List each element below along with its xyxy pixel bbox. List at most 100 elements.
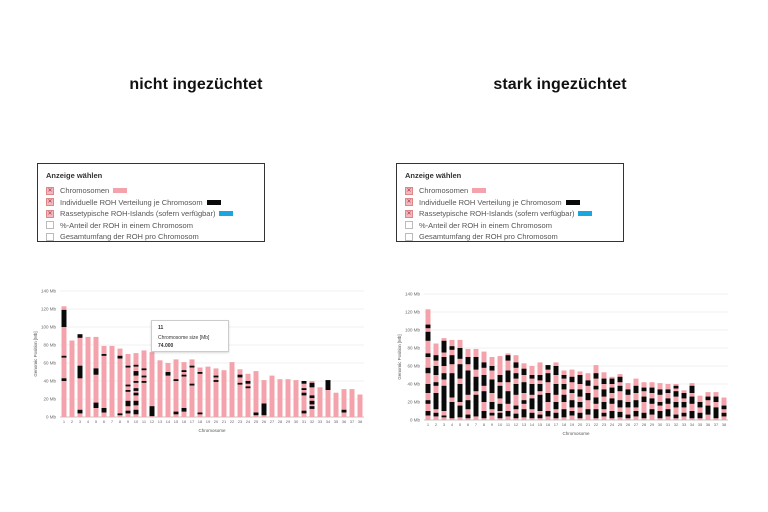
display-option[interactable]: ✕ Individuelle ROH Verteilung je Chromoso… <box>405 197 615 209</box>
roh-segment <box>681 393 687 399</box>
x-tick-label: 23 <box>238 419 243 424</box>
x-tick-label: 6 <box>103 419 106 424</box>
display-option[interactable]: ✕ Individuelle ROH Verteilung je Chromoso… <box>46 197 256 209</box>
display-options: ✕ Chromosomen ✕ Individuelle ROH Verteilung… <box>405 185 615 243</box>
roh-segment <box>697 402 703 408</box>
x-tick-label: 37 <box>714 422 719 427</box>
roh-segment <box>585 380 591 386</box>
x-tick-label: 4 <box>87 419 90 424</box>
y-tick-label: 60 Mb <box>407 364 420 369</box>
roh-segment <box>309 400 315 405</box>
display-option[interactable]: %-Anteil der ROH in einem Chromosom <box>405 220 615 232</box>
roh-segment <box>425 367 431 374</box>
roh-segment <box>505 370 511 383</box>
x-tick-label: 16 <box>546 422 551 427</box>
roh-segment <box>697 412 703 419</box>
roh-segment <box>449 355 455 365</box>
tooltip-value: 74.000 <box>158 343 174 349</box>
roh-segment <box>657 402 663 406</box>
chromosome-bar <box>293 380 299 417</box>
checkbox-checked-icon[interactable]: ✕ <box>46 198 54 207</box>
roh-segment <box>665 389 671 393</box>
roh-segment <box>577 402 583 408</box>
chromosome-bar <box>341 389 347 417</box>
roh-segment <box>125 410 131 414</box>
roh-segment <box>657 389 663 395</box>
x-tick-label: 32 <box>674 422 679 427</box>
x-tick-label: 38 <box>358 419 363 424</box>
roh-segment <box>245 381 251 384</box>
chromosome-bar <box>333 392 339 417</box>
x-tick-label: 22 <box>230 419 235 424</box>
roh-segment <box>481 391 487 402</box>
x-tick-label: 7 <box>111 419 114 424</box>
x-tick-label: 26 <box>626 422 631 427</box>
display-option[interactable]: ✕ Rassetypische ROH-Islands (sofern verfü… <box>46 208 256 220</box>
checkbox-checked-icon[interactable]: ✕ <box>46 186 54 195</box>
display-option[interactable]: Gesamtumfang der ROH pro Chromosom <box>46 231 256 243</box>
roh-segment <box>61 378 67 381</box>
roh-segment <box>425 331 431 341</box>
roh-segment <box>721 412 727 417</box>
checkbox-empty-icon[interactable] <box>405 221 413 230</box>
checkbox-empty-icon[interactable] <box>46 221 54 230</box>
checkbox-empty-icon[interactable] <box>46 232 54 241</box>
display-option[interactable]: ✕ Rassetypische ROH-Islands (sofern verfü… <box>405 208 615 220</box>
x-tick-label: 8 <box>483 422 486 427</box>
x-tick-label: 17 <box>190 419 195 424</box>
roh-segment <box>585 393 591 401</box>
checkbox-checked-icon[interactable]: ✕ <box>46 209 54 218</box>
x-tick-label: 19 <box>570 422 575 427</box>
roh-segment <box>641 396 647 402</box>
chromosome-bar <box>197 367 203 417</box>
x-tick-label: 22 <box>594 422 599 427</box>
legend-swatch <box>565 199 580 205</box>
roh-segment <box>497 403 503 411</box>
x-tick-label: 21 <box>586 422 591 427</box>
x-tick-label: 1 <box>63 419 66 424</box>
roh-segment <box>617 400 623 408</box>
chromosome-bar <box>349 389 355 417</box>
display-option[interactable]: ✕ Chromosomen <box>405 185 615 197</box>
roh-segment <box>513 405 519 410</box>
x-tick-label: 5 <box>459 422 462 427</box>
display-option[interactable]: Gesamtumfang der ROH pro Chromosom <box>405 231 615 243</box>
chromosome-bar <box>109 345 115 417</box>
roh-segment <box>545 411 551 417</box>
display-selection-title: Anzeige wählen <box>405 171 462 180</box>
roh-segment <box>553 402 559 410</box>
x-tick-label: 34 <box>690 422 695 427</box>
checkbox-checked-icon[interactable]: ✕ <box>405 209 413 218</box>
x-tick-label: 38 <box>722 422 727 427</box>
chromosome-bar <box>545 365 551 420</box>
roh-segment <box>673 402 679 408</box>
roh-segment <box>441 340 447 353</box>
checkbox-checked-icon[interactable]: ✕ <box>405 198 413 207</box>
roh-segment <box>633 385 639 393</box>
x-tick-label: 36 <box>342 419 347 424</box>
x-tick-label: 3 <box>443 422 446 427</box>
roh-segment <box>133 392 139 396</box>
x-tick-label: 31 <box>302 419 307 424</box>
chromosome-bar <box>633 378 639 420</box>
chromosome-bar <box>433 343 439 420</box>
x-tick-label: 14 <box>166 419 171 424</box>
display-option[interactable]: ✕ Chromosomen <box>46 185 256 197</box>
display-selection-box: Anzeige wählen ✕ Chromosomen ✕ Individuelle… <box>37 163 265 242</box>
chromosome-bar <box>149 352 155 417</box>
checkbox-empty-icon[interactable] <box>405 232 413 241</box>
roh-segment <box>125 365 131 368</box>
chromosome-bar <box>61 306 67 417</box>
display-option-label: Rassetypische ROH-Islands (sofern verfüg… <box>60 209 216 219</box>
display-option[interactable]: %-Anteil der ROH in einem Chromosom <box>46 220 256 232</box>
checkbox-checked-icon[interactable]: ✕ <box>405 186 413 195</box>
x-tick-label: 34 <box>326 419 331 424</box>
display-selection-title: Anzeige wählen <box>46 171 103 180</box>
roh-segment <box>593 397 599 404</box>
roh-segment <box>133 409 139 415</box>
roh-segment <box>197 372 203 374</box>
roh-segment <box>489 412 495 416</box>
roh-segment <box>133 400 139 406</box>
x-axis-title: Chromosome <box>562 431 590 436</box>
x-tick-label: 25 <box>254 419 259 424</box>
